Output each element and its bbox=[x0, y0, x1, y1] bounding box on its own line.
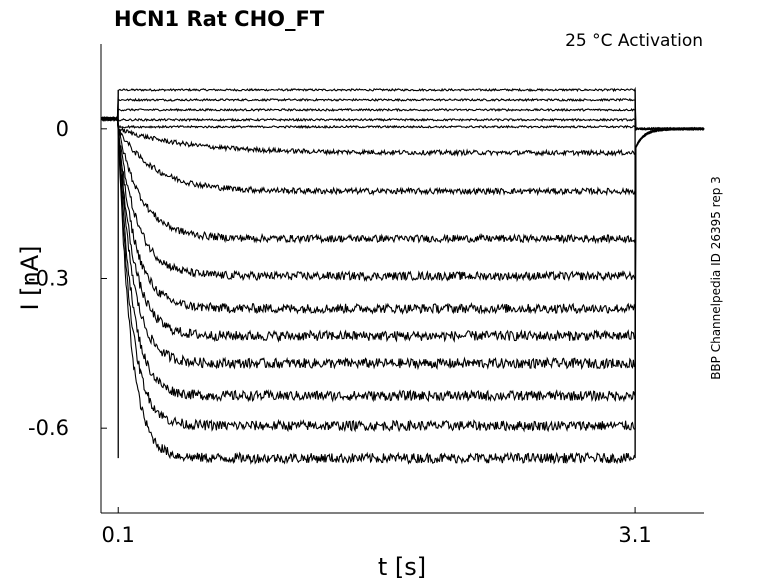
current-trace bbox=[100, 116, 705, 316]
x-axis-label: t [s] bbox=[378, 553, 426, 581]
current-trace bbox=[100, 116, 705, 283]
y-tick-label: 0 bbox=[56, 117, 69, 141]
y-axis-label: I [nA] bbox=[16, 245, 44, 310]
current-trace bbox=[100, 116, 705, 131]
chart-subtitle: 25 °C Activation bbox=[565, 31, 703, 51]
current-trace bbox=[100, 116, 705, 465]
current-trace bbox=[100, 107, 705, 132]
x-tick-label: 3.1 bbox=[618, 523, 651, 547]
current-trace bbox=[100, 116, 705, 132]
y-tick-label: -0.6 bbox=[28, 416, 69, 440]
y-tick-label: -0.3 bbox=[28, 267, 69, 291]
chart-title: HCN1 Rat CHO_FT bbox=[114, 7, 325, 31]
current-trace bbox=[100, 117, 705, 433]
current-trace bbox=[100, 86, 704, 131]
current-trace bbox=[100, 116, 705, 158]
current-traces bbox=[100, 86, 705, 465]
current-trace bbox=[100, 116, 705, 371]
current-trace bbox=[100, 116, 705, 197]
x-tick-label: 0.1 bbox=[102, 523, 135, 547]
current-trace bbox=[100, 116, 704, 245]
side-label: BBP Channelpedia ID 26395 rep 3 bbox=[709, 176, 723, 380]
current-trace bbox=[100, 116, 705, 403]
current-trace bbox=[101, 97, 705, 131]
axes: 0 -0.3 -0.6 0.1 3.1 bbox=[28, 44, 704, 547]
current-trace bbox=[100, 116, 705, 343]
